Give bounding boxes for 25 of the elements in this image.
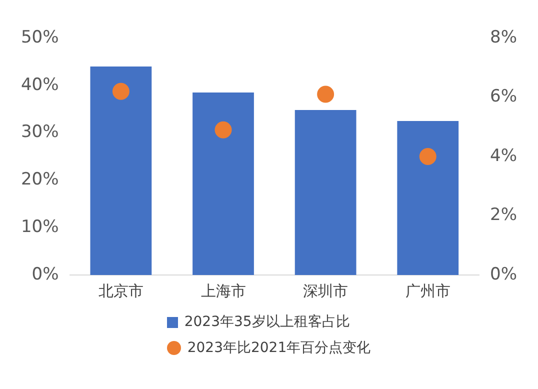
x-tick-label: 上海市: [200, 282, 246, 300]
point: [317, 86, 334, 103]
legend-label: 2023年35岁以上租客占比: [184, 313, 350, 331]
y2-tick-label: 8%: [490, 27, 518, 48]
y2-tick-label: 6%: [490, 86, 518, 107]
y-tick-label: 40%: [20, 74, 59, 95]
legend-label: 2023年比2021年百分点变化: [187, 339, 371, 357]
y-tick-label: 0%: [32, 264, 59, 284]
y2-tick-label: 4%: [490, 146, 518, 166]
y-tick-label: 10%: [20, 217, 59, 238]
x-tick-label: 深圳市: [303, 282, 348, 300]
bar: [397, 120, 459, 275]
bar: [294, 110, 356, 275]
point: [112, 82, 130, 100]
y-tick-label: 30%: [20, 122, 59, 142]
x-tick-label: 广州市: [405, 282, 450, 300]
bar: [90, 66, 152, 275]
y2-tick-label: 0%: [490, 264, 518, 284]
y-tick-label: 50%: [20, 27, 59, 48]
point: [419, 148, 436, 165]
x-tick-label: 北京市: [98, 282, 144, 300]
bar: [192, 92, 254, 275]
y-tick-label: 20%: [20, 170, 59, 190]
y2-tick-label: 2%: [490, 205, 518, 226]
point: [214, 121, 232, 138]
